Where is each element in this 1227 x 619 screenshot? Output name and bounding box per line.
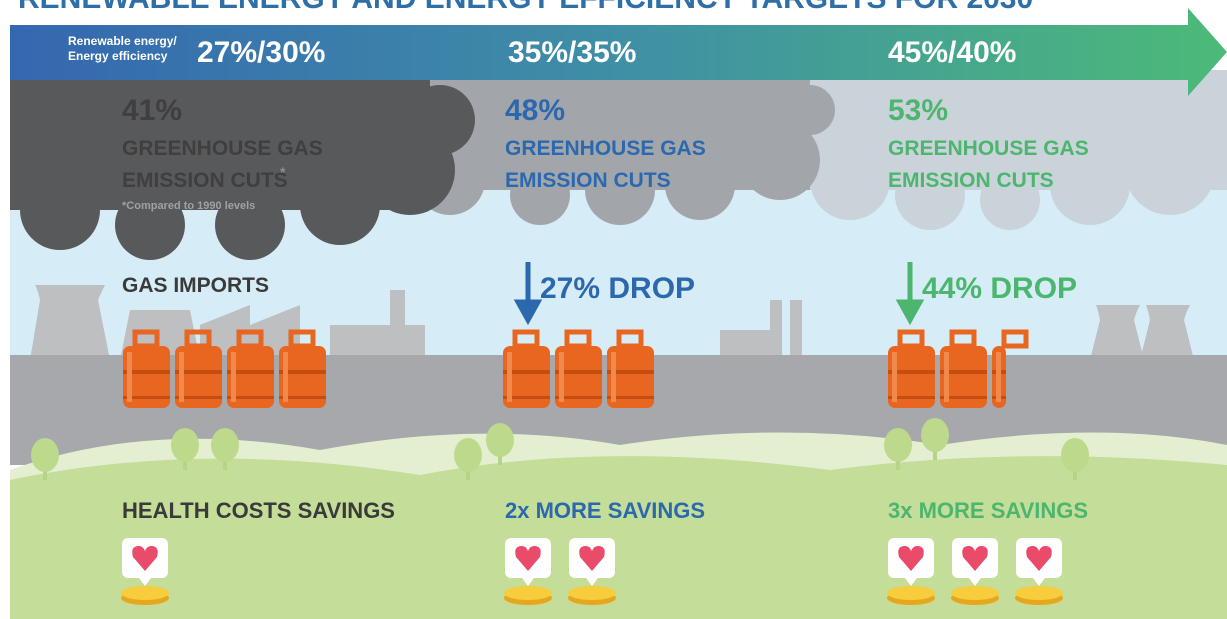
target: 35%/35%	[508, 36, 636, 69]
tree-crown	[171, 428, 199, 462]
cylinder-shade	[179, 352, 184, 402]
cut-percent: 48%	[505, 94, 565, 127]
imports-label: GAS IMPORTS	[122, 274, 269, 297]
coin	[1015, 586, 1063, 600]
tree-crown	[486, 423, 514, 457]
cylinder-shade	[611, 352, 616, 402]
infographic: RENEWABLE ENERGY AND ENERGY EFFICIENCY T…	[0, 0, 1227, 619]
cylinder-shade	[559, 352, 564, 402]
page: { "header": {"title": "RENEWABLE ENERGY …	[0, 0, 1227, 619]
coin	[121, 586, 169, 600]
arrow-label: Energy efficiency	[68, 49, 168, 63]
coin	[568, 586, 616, 600]
cut-label: GREENHOUSE GAS	[505, 137, 706, 160]
cylinder-shade	[892, 352, 897, 402]
cylinder-shade	[944, 352, 949, 402]
tree-crown	[454, 438, 482, 472]
coin	[951, 586, 999, 600]
cylinder-shade	[127, 352, 132, 402]
cut-percent: 41%	[122, 94, 182, 127]
arrow-label: Renewable energy/	[68, 34, 177, 48]
tree-crown	[31, 438, 59, 472]
footnote: *Compared to 1990 levels	[122, 200, 255, 212]
tree-crown	[211, 428, 239, 462]
cut-label: GREENHOUSE GAS	[122, 137, 323, 160]
cylinder-shade	[231, 352, 236, 402]
savings-label: 2x MORE SAVINGS	[505, 498, 705, 523]
health-icon	[887, 538, 935, 605]
tree-crown	[1061, 438, 1089, 472]
health-icon	[504, 538, 552, 605]
target: 27%/30%	[197, 36, 325, 69]
cut-label: EMISSION CUTS	[505, 169, 671, 192]
imports-drop: 27% DROP	[540, 272, 695, 305]
cylinder-shade	[996, 352, 1001, 402]
target: 45%/40%	[888, 36, 1016, 69]
cut-percent: 53%	[888, 94, 948, 127]
cylinder-shade	[283, 352, 288, 402]
cut-label: GREENHOUSE GAS	[888, 137, 1089, 160]
cut-label: EMISSION CUTS	[888, 169, 1054, 192]
savings-label: HEALTH COSTS SAVINGS	[122, 498, 395, 523]
health-icon	[568, 538, 616, 605]
cut-label: EMISSION CUTS	[122, 169, 288, 192]
savings-label: 3x MORE SAVINGS	[888, 498, 1088, 523]
imports-drop: 44% DROP	[922, 272, 1077, 305]
coin	[504, 586, 552, 600]
coin	[887, 586, 935, 600]
health-icon	[1015, 538, 1063, 605]
tree-crown	[921, 418, 949, 452]
health-icon	[951, 538, 999, 605]
cut-marker: *	[280, 164, 286, 180]
cylinder-shade	[507, 352, 512, 402]
title: RENEWABLE ENERGY AND ENERGY EFFICIENCY T…	[18, 0, 1033, 15]
health-icon	[121, 538, 169, 605]
tree-crown	[884, 428, 912, 462]
